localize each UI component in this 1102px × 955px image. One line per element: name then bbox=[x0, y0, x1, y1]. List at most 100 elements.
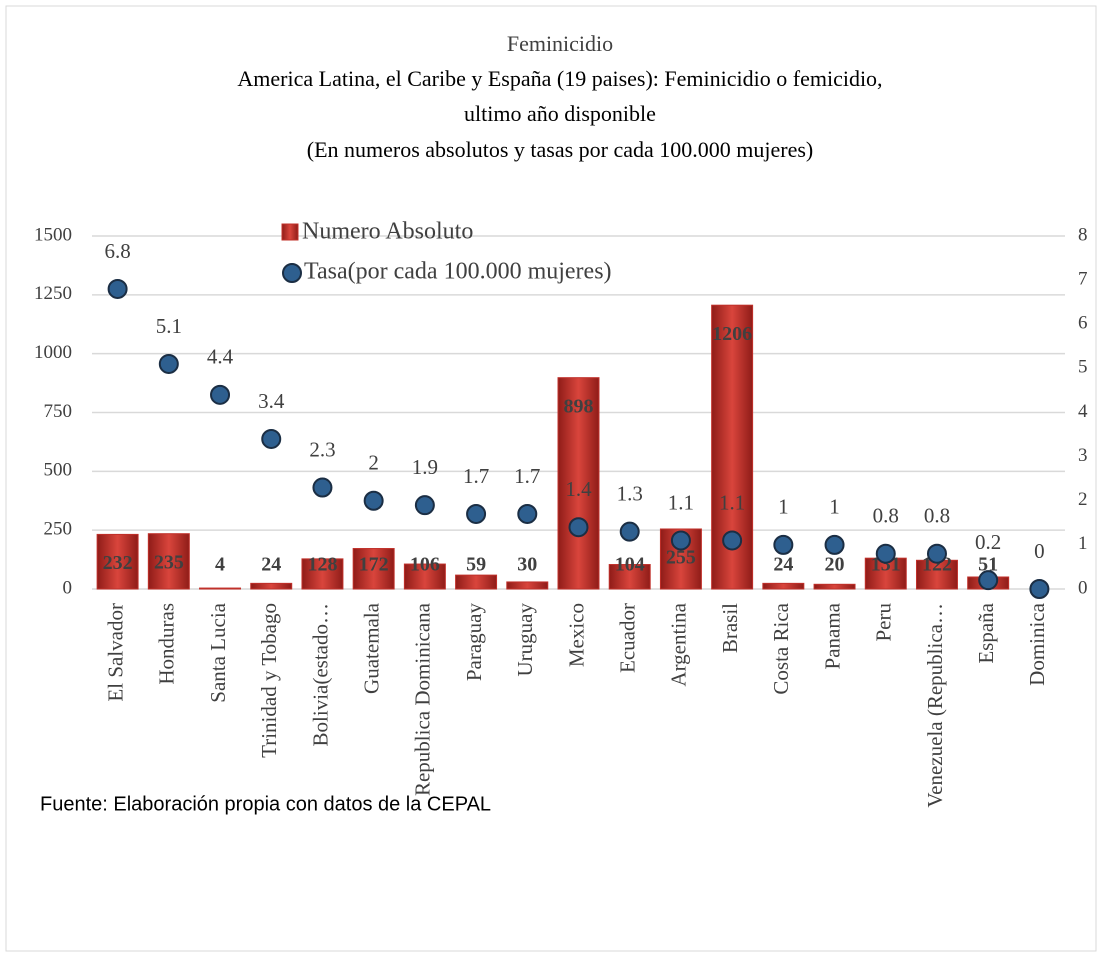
rate-dot bbox=[773, 534, 794, 555]
rate-value-label: 5.1 bbox=[156, 314, 182, 338]
chart-subtitle: America Latina, el Caribe y España (19 p… bbox=[237, 66, 882, 91]
rate-dot bbox=[158, 353, 179, 374]
bar bbox=[199, 587, 242, 590]
rate-dot bbox=[1029, 579, 1050, 599]
legend-swatch bbox=[281, 223, 299, 241]
x-tick-label: Brasil bbox=[718, 603, 742, 653]
x-tick-label: Ecuador bbox=[616, 603, 640, 673]
legend-label: Numero Absoluto bbox=[302, 219, 473, 245]
y2-tick-label: 4 bbox=[1078, 401, 1088, 422]
x-tick-label: Paraguay bbox=[462, 603, 486, 682]
y2-tick-label: 1 bbox=[1078, 533, 1088, 554]
y2-tick-label: 5 bbox=[1078, 357, 1088, 378]
legend-swatch bbox=[282, 263, 302, 283]
bar-value-label: 172 bbox=[359, 554, 389, 576]
x-tick-label: Guatemala bbox=[359, 602, 383, 694]
rate-dot bbox=[875, 543, 896, 564]
bar-value-label: 255 bbox=[666, 547, 696, 569]
bar bbox=[403, 563, 446, 590]
bar-value-label: 1206 bbox=[712, 323, 752, 345]
rate-value-label: 1.4 bbox=[565, 477, 592, 501]
bar bbox=[250, 582, 293, 590]
x-tick-label: El Salvador bbox=[103, 603, 127, 702]
y-tick-label: 0 bbox=[63, 577, 73, 598]
x-tick-label: Honduras bbox=[155, 603, 179, 685]
rate-dot bbox=[517, 503, 538, 524]
bar-value-label: 898 bbox=[564, 395, 594, 417]
x-tick-label: España bbox=[974, 602, 998, 663]
y-tick-label: 1000 bbox=[34, 342, 72, 363]
y-tick-label: 500 bbox=[44, 460, 73, 481]
rate-dot bbox=[568, 517, 589, 538]
bar-value-label: 235 bbox=[154, 551, 184, 573]
rate-value-label: 4.4 bbox=[207, 345, 234, 369]
legend-label: Tasa(por cada 100.000 mujeres) bbox=[304, 259, 612, 285]
rate-dot bbox=[670, 530, 691, 551]
chart-subtitle: (En numeros absolutos y tasas por cada 1… bbox=[307, 137, 814, 162]
x-tick-label: Costa Rica bbox=[769, 602, 793, 694]
bar-value-label: 59 bbox=[466, 554, 486, 576]
rate-value-label: 1 bbox=[829, 495, 840, 519]
rate-dot bbox=[261, 428, 282, 449]
bar-value-label: 51 bbox=[978, 554, 998, 576]
bar bbox=[659, 528, 702, 590]
chart-subtitle: ultimo año disponible bbox=[464, 101, 656, 126]
bar bbox=[813, 583, 856, 590]
rate-value-label: 2 bbox=[368, 451, 379, 475]
x-tick-label: Peru bbox=[872, 603, 896, 642]
rate-dot bbox=[824, 534, 845, 555]
rate-dot bbox=[926, 543, 947, 564]
source-note: Fuente: Elaboración propia con datos de … bbox=[40, 793, 491, 815]
rate-dot bbox=[210, 384, 231, 405]
y2-tick-label: 8 bbox=[1078, 224, 1088, 245]
x-tick-label: Panama bbox=[820, 602, 844, 669]
chart-frame bbox=[5, 5, 1097, 952]
rate-value-label: 1.1 bbox=[719, 490, 745, 514]
bar-value-label: 232 bbox=[103, 552, 133, 574]
y-tick-label: 750 bbox=[44, 401, 73, 422]
chart-title: Feminicidio bbox=[507, 31, 613, 56]
x-tick-label: Bolivia(estado… bbox=[308, 603, 332, 746]
bar bbox=[352, 548, 395, 590]
rate-value-label: 6.8 bbox=[104, 239, 130, 263]
y-tick-label: 250 bbox=[44, 519, 73, 540]
y-tick-label: 1500 bbox=[34, 224, 72, 245]
bar-value-label: 24 bbox=[773, 554, 793, 576]
rate-dot bbox=[312, 477, 333, 498]
rate-value-label: 1.1 bbox=[668, 490, 694, 514]
x-tick-label: Dominica bbox=[1025, 602, 1049, 685]
bar-value-label: 106 bbox=[410, 554, 440, 576]
rate-dot bbox=[978, 570, 999, 591]
x-tick-label: Santa Lucia bbox=[206, 602, 230, 702]
bar-value-label: 24 bbox=[261, 554, 281, 576]
rate-value-label: 2.3 bbox=[309, 437, 335, 461]
bar bbox=[96, 533, 139, 590]
bar-value-label: 104 bbox=[615, 554, 645, 576]
bar bbox=[915, 559, 958, 590]
rate-dot bbox=[107, 278, 128, 299]
bar-value-label: 20 bbox=[825, 554, 845, 576]
rate-value-label: 3.4 bbox=[258, 389, 285, 413]
bar-value-label: 128 bbox=[307, 554, 337, 576]
x-tick-label: Uruguay bbox=[513, 603, 537, 677]
bar-value-label: 30 bbox=[517, 554, 537, 576]
x-tick-label: Mexico bbox=[564, 603, 588, 667]
rate-dot bbox=[363, 490, 384, 511]
rate-dot bbox=[414, 495, 435, 516]
rate-value-label: 0.8 bbox=[873, 504, 899, 528]
bar bbox=[455, 574, 498, 590]
rate-value-label: 1.7 bbox=[463, 464, 489, 488]
x-tick-label: Trinidad y Tobago bbox=[257, 603, 281, 758]
rate-value-label: 1.3 bbox=[617, 481, 643, 505]
rate-value-label: 1.7 bbox=[514, 464, 540, 488]
rate-dot bbox=[722, 530, 743, 551]
bar bbox=[301, 558, 344, 590]
rate-value-label: 0 bbox=[1034, 539, 1045, 563]
x-tick-label: Argentina bbox=[667, 602, 691, 686]
bar bbox=[557, 377, 600, 590]
y-tick-label: 1250 bbox=[34, 283, 72, 304]
rate-dot bbox=[466, 503, 487, 524]
bar-value-label: 4 bbox=[215, 554, 225, 576]
